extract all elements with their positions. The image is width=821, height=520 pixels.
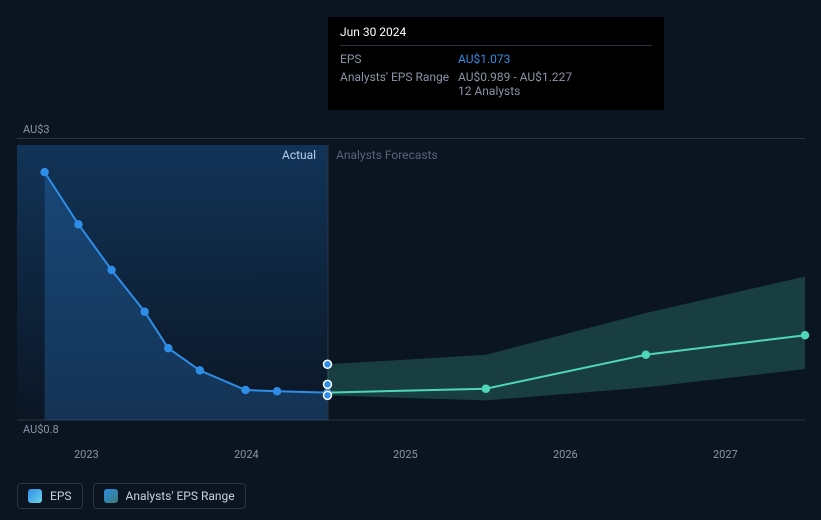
tooltip-eps-label: EPS (340, 50, 458, 68)
tooltip-range-label: Analysts' EPS Range (340, 68, 458, 100)
x-tick: 2025 (393, 448, 418, 461)
legend-item-range[interactable]: Analysts' EPS Range (93, 483, 246, 509)
tooltip-date: Jun 30 2024 (340, 25, 652, 46)
tooltip-eps-value: AU$1.073 (458, 50, 652, 68)
tooltip-range-value: AU$0.989 - AU$1.227 (458, 70, 572, 84)
x-tick: 2026 (553, 448, 578, 461)
legend-item-eps[interactable]: EPS (17, 483, 83, 509)
eps-swatch (28, 489, 42, 503)
legend-label: EPS (50, 489, 72, 503)
eps-chart: AU$3 AU$0.8 Actual Analysts Forecasts 20… (0, 0, 821, 520)
x-tick: 2023 (74, 448, 99, 461)
x-tick: 2024 (234, 448, 259, 461)
range-swatch (104, 489, 118, 503)
legend-label: Analysts' EPS Range (126, 489, 235, 503)
legend: EPS Analysts' EPS Range (17, 483, 246, 509)
hover-tooltip: Jun 30 2024 EPS AU$1.073 Analysts' EPS R… (328, 17, 664, 110)
x-tick: 2027 (713, 448, 738, 461)
tooltip-analysts-count: 12 Analysts (458, 84, 520, 98)
